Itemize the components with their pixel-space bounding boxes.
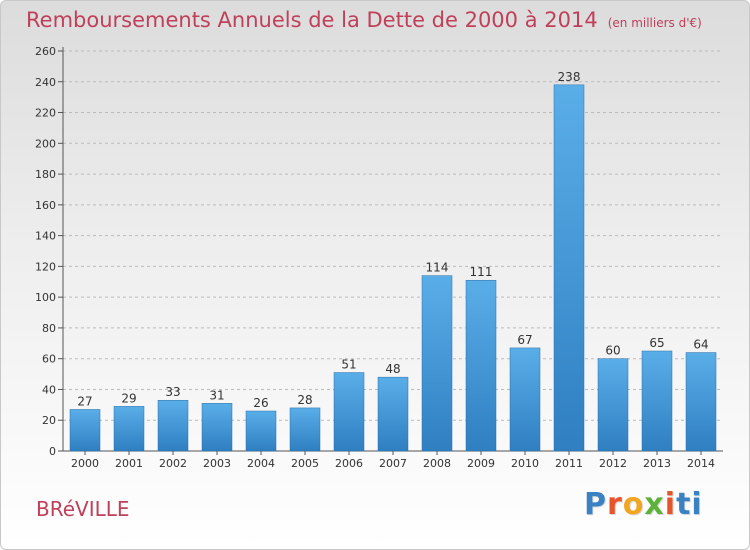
bar-2014 [685, 352, 717, 452]
bar-2010 [509, 347, 541, 452]
brand-letter: o [622, 487, 645, 522]
brand-letter: x [644, 487, 665, 522]
y-tick-label: 160 [35, 199, 56, 212]
x-tick-label: 2005 [291, 457, 319, 470]
data-label: 29 [121, 391, 136, 405]
data-label: 67 [517, 333, 532, 347]
y-tick-label: 180 [35, 168, 56, 181]
data-label: 51 [341, 358, 356, 372]
bar-2008 [421, 275, 453, 452]
chart-title-block: Remboursements Annuels de la Dette de 20… [26, 8, 702, 32]
x-tick-label: 2007 [379, 457, 407, 470]
brand-letter: i [664, 487, 677, 522]
data-label-layer: 27 29 33 31 26 28 51 48 114 111 67 238 60 65 64 [77, 70, 708, 410]
y-tick-label: 0 [49, 445, 56, 458]
bar-2007 [377, 376, 409, 452]
brand-letter: P [584, 487, 607, 522]
x-tick-label: 2010 [511, 457, 539, 470]
data-label: 64 [693, 338, 708, 352]
bar-2005 [289, 407, 321, 452]
y-tick-label: 100 [35, 291, 56, 304]
bar-2002 [157, 399, 189, 452]
chart-title: Remboursements Annuels de la Dette de 20… [26, 8, 598, 32]
y-tick-label: 60 [42, 353, 56, 366]
bar-2009 [465, 279, 497, 452]
bar-2001 [113, 406, 145, 452]
x-tick-label: 2012 [599, 457, 627, 470]
proxiti-logo: Proxiti [584, 487, 703, 522]
x-tick-label: 2001 [115, 457, 143, 470]
data-label: 238 [558, 70, 581, 84]
y-tick-label: 240 [35, 76, 56, 89]
brand-letter: r [607, 487, 623, 522]
data-label: 26 [253, 396, 268, 410]
y-tick-label: 120 [35, 260, 56, 273]
bar-2000 [69, 409, 101, 452]
commune-name: BRéVILLE [36, 497, 130, 521]
brand-letter: t [676, 487, 692, 522]
brand-letter: i [691, 487, 703, 522]
data-label: 60 [605, 344, 620, 358]
x-tick-label: 2011 [555, 457, 583, 470]
data-label: 65 [649, 336, 664, 350]
x-tick-label: 2004 [247, 457, 275, 470]
y-tick-label: 140 [35, 230, 56, 243]
y-tick-label: 200 [35, 137, 56, 150]
data-label: 48 [385, 362, 400, 376]
x-tick-label: 2003 [203, 457, 231, 470]
data-label: 31 [209, 388, 224, 402]
unit-note: (en milliers d'€) [607, 16, 702, 30]
x-tick-label: 2008 [423, 457, 451, 470]
bar-2012 [597, 358, 629, 452]
data-label: 28 [297, 393, 312, 407]
x-tick-label: 2000 [71, 457, 99, 470]
bar-layer [69, 84, 717, 452]
y-tick-label: 80 [42, 322, 56, 335]
x-tick-label: 2009 [467, 457, 495, 470]
data-label: 27 [77, 394, 92, 408]
x-tick-label: 2002 [159, 457, 187, 470]
x-tick-label: 2006 [335, 457, 363, 470]
bar-2011 [553, 84, 585, 452]
y-tick-label: 40 [42, 383, 56, 396]
bar-2006 [333, 372, 365, 452]
x-tick-label: 2014 [687, 457, 715, 470]
bar-2004 [245, 410, 277, 452]
y-tick-label: 20 [42, 414, 56, 427]
data-label: 114 [426, 261, 449, 275]
data-label: 111 [470, 265, 493, 279]
x-tick-label: 2013 [643, 457, 671, 470]
bar-2003 [201, 403, 233, 452]
y-tick-label: 260 [35, 45, 56, 58]
bar-2013 [641, 350, 673, 452]
data-label: 33 [165, 385, 180, 399]
y-tick-label: 220 [35, 107, 56, 120]
